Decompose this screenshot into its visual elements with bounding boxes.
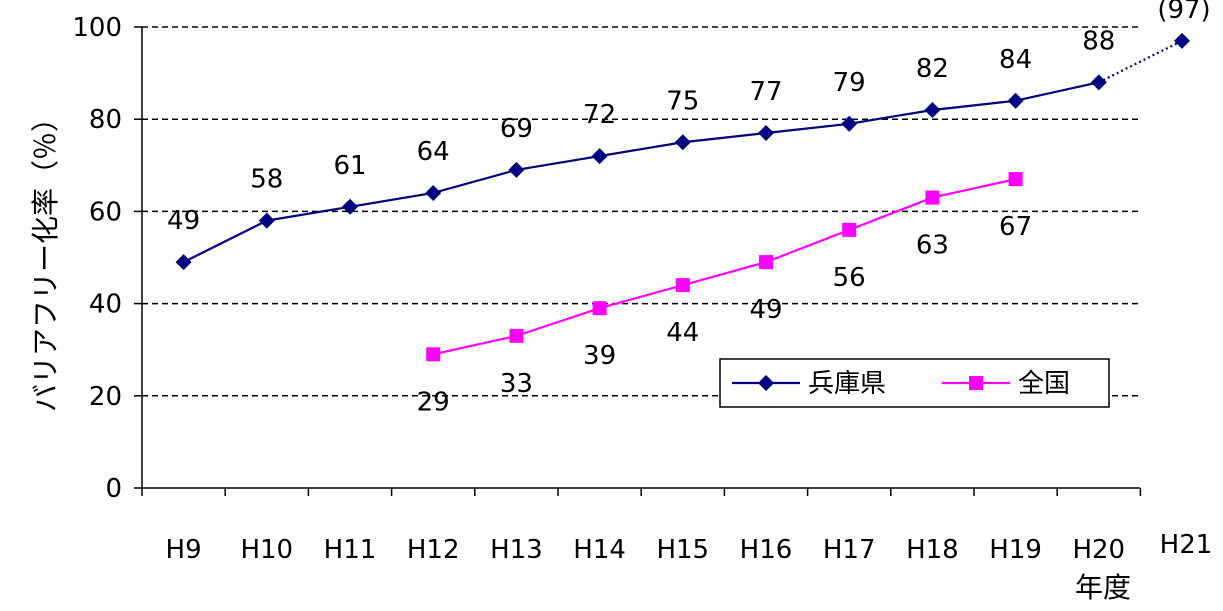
legend-marker-1: [969, 376, 983, 390]
data-point-marker: [342, 198, 358, 215]
data-label: 79: [833, 68, 866, 98]
x-tick-label: H21: [1160, 530, 1213, 560]
data-label: 82: [916, 54, 949, 84]
data-point-marker: [508, 161, 525, 178]
x-tick-label: H9: [166, 535, 202, 565]
data-label: (97): [1157, 0, 1210, 25]
data-point-marker: [924, 101, 941, 118]
x-axis-title: 年度: [1075, 571, 1131, 604]
data-point-marker: [674, 134, 691, 151]
y-tick-label: 40: [89, 290, 122, 320]
y-tick-label: 80: [89, 105, 122, 135]
data-label: 44: [666, 318, 699, 348]
data-label: 69: [500, 114, 533, 144]
data-label: 33: [500, 369, 533, 399]
data-label: 88: [1082, 26, 1115, 56]
data-label: 39: [583, 341, 616, 371]
y-tick-label: 20: [89, 382, 122, 412]
data-point-marker: [1007, 92, 1024, 109]
series-layer: [175, 32, 1190, 362]
data-label: 29: [417, 387, 450, 417]
x-tick-label: H18: [906, 535, 959, 565]
data-point-marker: [759, 255, 773, 270]
legend-marker-0: [758, 375, 774, 391]
data-point-marker: [425, 184, 442, 201]
data-label: 64: [417, 137, 450, 167]
data-point-marker: [1090, 74, 1107, 91]
y-axis-title: バリアフリー化率（％）: [29, 104, 62, 412]
axis-layer: 0 20 40 60 80 100 H9 H10 H11 H12 H13 H14 H15 H16 H17 H1…: [29, 13, 1212, 604]
data-label: 58: [250, 165, 283, 195]
legend: 兵庫県 全国: [719, 358, 1110, 408]
x-tick-label: H11: [324, 535, 377, 565]
data-label: 77: [749, 77, 782, 107]
data-label: 56: [833, 263, 866, 293]
series-line-0: [183, 81, 1100, 264]
x-tick-label: H13: [490, 535, 543, 565]
grid-layer: [142, 26, 1140, 397]
data-point-marker: [258, 212, 275, 229]
data-point-marker: [175, 254, 192, 271]
data-label: 61: [333, 151, 366, 181]
y-tick-label: 60: [89, 197, 122, 227]
data-label: 72: [583, 100, 616, 130]
x-tick-label: H17: [823, 535, 876, 565]
y-tick-label: 0: [105, 474, 122, 504]
series-projection-line-0: [1098, 39, 1183, 84]
data-label: 63: [916, 231, 949, 261]
data-point-marker: [675, 278, 690, 293]
data-point-marker: [758, 125, 774, 142]
data-point-marker: [426, 347, 441, 362]
data-point-marker: [509, 328, 524, 343]
data-label: 84: [999, 45, 1032, 75]
legend-label-1: 全国: [1018, 369, 1070, 399]
data-point-marker: [925, 190, 940, 205]
x-tick-label: H12: [407, 535, 460, 565]
data-point-marker: [842, 222, 857, 237]
data-label: 49: [167, 206, 200, 236]
x-tick-label: H10: [240, 535, 293, 565]
data-label: 67: [999, 212, 1032, 242]
x-tick-label: H20: [1072, 535, 1125, 565]
data-point-marker: [1008, 172, 1023, 187]
data-label-layer: 49 58 61 64 69 72 75 77 79 82 84 88 (97) 29 33 39 44 49 56…: [167, 0, 1211, 417]
series-line-1: [432, 178, 1016, 356]
x-tick-label: H15: [656, 535, 709, 565]
y-tick-label: 100: [72, 13, 122, 43]
data-label: 75: [666, 86, 699, 116]
x-tick-label: H16: [740, 535, 793, 565]
data-point-marker: [841, 115, 858, 132]
data-point-marker: [592, 301, 607, 316]
legend-label-0: 兵庫県: [808, 369, 886, 399]
data-point-marker: [1174, 32, 1190, 49]
x-tick-label: H19: [989, 535, 1042, 565]
data-point-marker: [591, 148, 608, 165]
data-label: 49: [749, 295, 782, 325]
x-tick-label: H14: [573, 535, 626, 565]
